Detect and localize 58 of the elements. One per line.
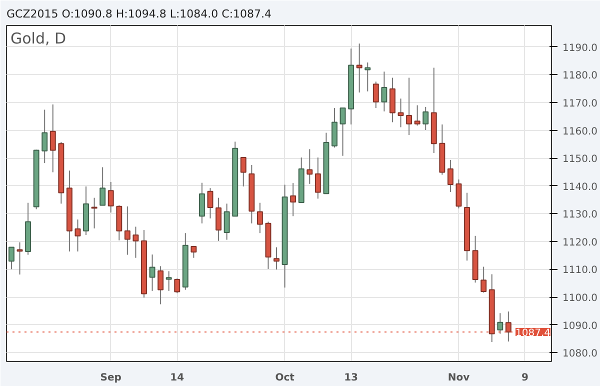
candlestick [314,157,321,200]
y-tick-label: 1110.0 [562,265,598,276]
candlestick [480,266,487,294]
y-tick-label: 1160.0 [562,126,598,138]
x-tick-label: Sep [100,372,122,384]
candlestick [274,246,280,270]
candlestick [340,108,346,156]
y-tick-label: 1140.0 [562,182,598,193]
y-tick-label: 1190.0 [562,42,598,54]
y-tick-label: 1090.0 [562,320,598,332]
candlestick [381,71,388,112]
candlestick [158,266,164,305]
candlestick [256,202,263,234]
candlestick [132,226,139,258]
y-tick-label: 1080.0 [562,348,598,360]
candlestick [414,104,420,126]
candlestick [372,81,379,109]
candlestick [108,181,114,214]
candlestick [240,157,246,187]
x-tick-label: Nov [448,372,470,384]
x-tick-label: 9 [522,372,529,384]
candlestick [306,148,313,184]
candlestick [50,104,56,173]
candlestick [422,106,429,130]
candlestick [100,166,106,206]
y-tick-label: 1130.0 [562,210,598,221]
y-tick-label: 1100.0 [562,293,598,304]
chart-subtitle: Gold, D [10,30,66,48]
candlestick [8,246,14,270]
candlestick [207,188,214,219]
candlestick [174,278,180,294]
candlestick [124,206,130,256]
candlestick [332,108,338,148]
candlestick [149,254,156,292]
y-tick-label: 1120.0 [562,237,598,248]
candlestick [364,62,371,92]
ref-line-label: 1087.4 [516,328,551,340]
x-tick-label: Oct [275,372,295,384]
candlestick [497,312,504,334]
candlestick [398,98,404,128]
y-tick-label: 1150.0 [562,154,598,166]
candlestick [74,218,81,252]
candlestick [389,77,396,123]
candlestick [290,182,296,217]
candlestick [447,160,454,192]
y-tick-label: 1170.0 [562,98,598,110]
candlestick [224,203,230,240]
candlestick [406,77,412,136]
candlestick [216,197,222,242]
candlestick [456,178,462,209]
chart-title: GCZ2015 O:1090.8 H:1094.8 L:1084.0 C:1087.4 [6,8,272,20]
candlestick [166,270,172,292]
x-tick-label: 14 [170,372,184,384]
candlestick [356,43,362,93]
candlestick [198,182,205,224]
x-tick-label: 13 [344,372,358,384]
y-tick-label: 1180.0 [562,70,598,82]
candlestick [42,109,48,164]
